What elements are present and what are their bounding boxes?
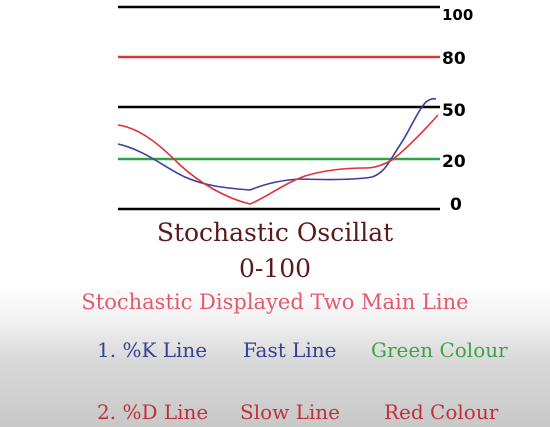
diagram-range: 0-100 [238,254,312,283]
d-line-curve [117,114,439,205]
stochastic-diagram: 100 80 50 20 0 [117,5,473,215]
k-line-number: 1. %K Line [97,338,208,362]
level-label-20: 20 [442,152,466,172]
level-label-80: 80 [442,49,466,69]
d-line-colour: Red Colour [384,400,499,424]
k-line-speed: Fast Line [243,338,337,362]
d-line-number: 2. %D Line [97,400,209,424]
level-label-0: 0 [450,195,462,215]
k-line-curve [117,97,437,191]
k-line-colour: Green Colour [371,338,508,362]
d-line-speed: Slow Line [240,400,341,424]
diagram-title: Stochastic Oscillat [156,218,394,247]
diagram-subtitle: Stochastic Displayed Two Main Line [81,290,469,314]
level-label-50: 50 [442,101,466,121]
level-label-100: 100 [442,6,473,24]
